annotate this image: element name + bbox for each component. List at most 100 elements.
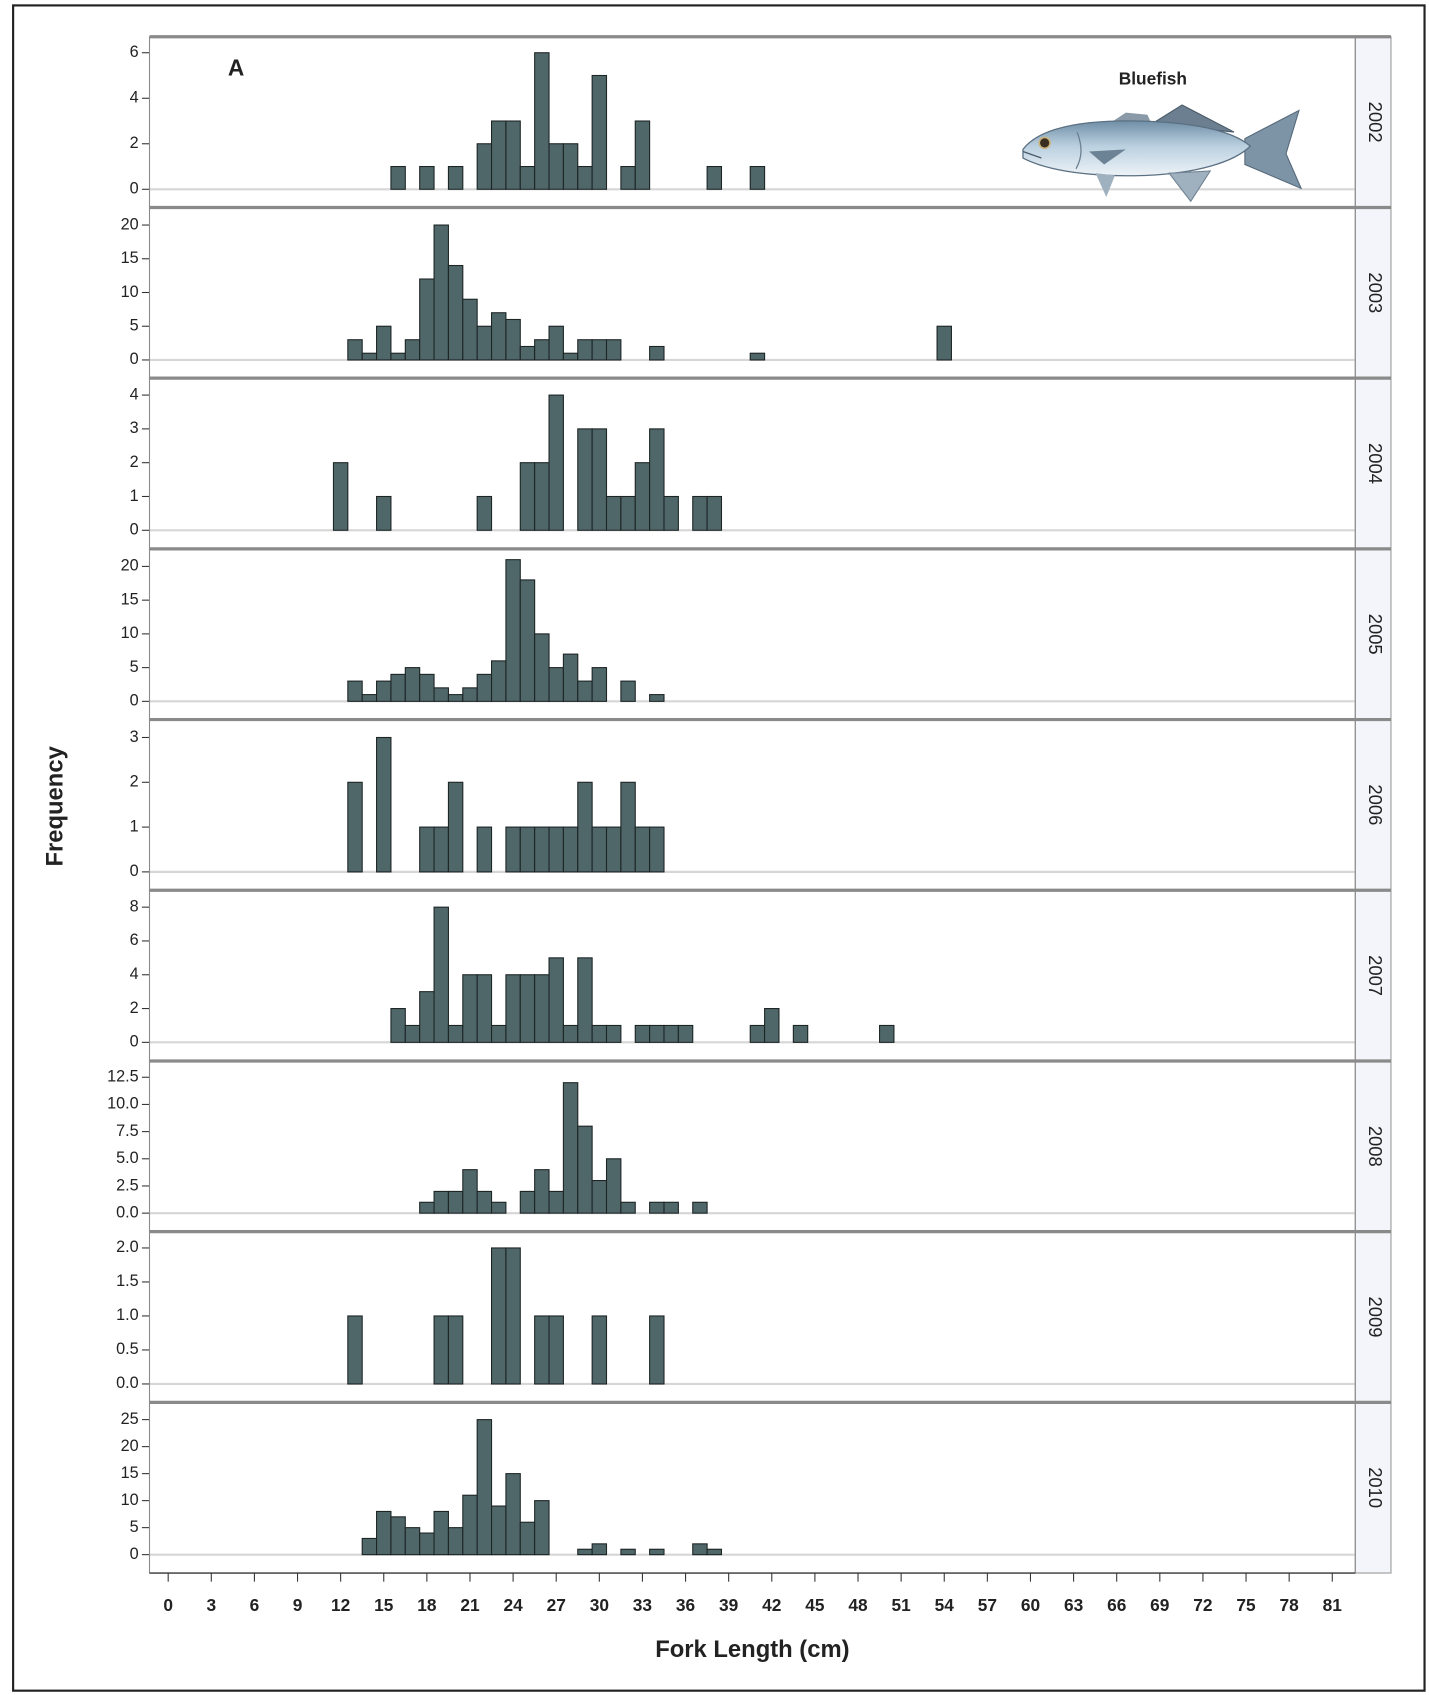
bar (361, 1537, 378, 1556)
bar (663, 495, 679, 531)
y-tick-label: 0 (130, 521, 139, 539)
bar (534, 52, 550, 190)
bar (534, 633, 550, 702)
y-tick-label: 0 (130, 1545, 139, 1563)
strip-background (1354, 1401, 1392, 1574)
bar (577, 165, 593, 190)
bar (462, 687, 478, 702)
bar (879, 1024, 895, 1043)
bar (419, 165, 435, 190)
bar (505, 120, 521, 190)
bar (447, 781, 464, 873)
bar (376, 736, 392, 873)
bar (447, 694, 464, 702)
strip-background (1354, 548, 1392, 721)
x-tick-label: 60 (1021, 1595, 1040, 1615)
y-tick-label: 20 (121, 557, 139, 575)
bar (519, 462, 536, 531)
bar (347, 781, 363, 873)
x-tick-label: 39 (719, 1595, 738, 1615)
y-tick-label: 0.5 (116, 1340, 139, 1358)
bar (749, 352, 766, 361)
bar (447, 165, 464, 190)
bar (390, 673, 406, 702)
bar (490, 1024, 507, 1043)
y-tick-label: 25 (121, 1410, 139, 1428)
bar (649, 694, 665, 702)
bar (605, 1024, 622, 1043)
bar (505, 1473, 521, 1556)
bar (433, 1190, 449, 1214)
bar (605, 339, 622, 361)
bar (519, 165, 536, 190)
bar (462, 974, 478, 1043)
y-tick-label: 0 (130, 692, 139, 710)
bar (376, 325, 392, 361)
bar (404, 667, 421, 702)
bar (347, 680, 363, 702)
bar (419, 826, 435, 873)
bar (476, 143, 493, 190)
y-tick-label: 0.0 (116, 1374, 139, 1392)
strip-background (1354, 719, 1392, 891)
bar (447, 1527, 464, 1556)
x-tick-label: 21 (460, 1595, 480, 1615)
y-tick-label: 0.0 (116, 1203, 139, 1221)
bar (562, 1082, 579, 1214)
y-tick-label: 4 (130, 89, 139, 107)
bar (620, 1548, 636, 1556)
x-tick-label: 81 (1323, 1595, 1343, 1615)
bar (649, 428, 665, 531)
bar (419, 1201, 435, 1214)
bar (390, 1516, 406, 1556)
x-tick-label: 78 (1280, 1595, 1300, 1615)
y-tick-label: 1.0 (116, 1306, 139, 1324)
y-tick-label: 1 (130, 817, 139, 835)
bar (490, 120, 507, 190)
bar (562, 143, 579, 190)
y-tick-label: 10 (121, 1491, 139, 1509)
x-tick-label: 66 (1107, 1595, 1126, 1615)
y-tick-label: 3 (130, 419, 139, 437)
y-tick-label: 1 (130, 487, 139, 505)
x-tick-label: 51 (892, 1595, 912, 1615)
y-tick-label: 10 (121, 283, 139, 301)
bar (534, 826, 550, 873)
x-tick-label: 45 (805, 1595, 825, 1615)
bar (591, 74, 608, 190)
strip-background (1354, 206, 1392, 379)
bar (534, 462, 550, 531)
bar (548, 826, 564, 873)
bar (649, 1548, 665, 1556)
y-tick-label: 4 (130, 965, 139, 983)
bar (519, 826, 536, 873)
y-tick-label: 8 (130, 897, 139, 915)
y-tick-label: 1.5 (116, 1272, 139, 1290)
bar (620, 495, 636, 531)
bar (706, 495, 723, 531)
bar (505, 974, 521, 1043)
bar (490, 1247, 507, 1385)
panel-strip-label: 2006 (1365, 784, 1386, 825)
x-tick-label: 6 (250, 1595, 260, 1615)
bar (404, 1024, 421, 1043)
bar (620, 680, 636, 702)
bar (447, 1190, 464, 1214)
y-tick-label: 10.0 (107, 1095, 139, 1113)
bar (519, 1190, 536, 1214)
bar (534, 1500, 550, 1556)
bar (677, 1024, 694, 1043)
bar (447, 1315, 464, 1385)
bar (376, 680, 392, 702)
bar (361, 352, 378, 361)
bar (605, 495, 622, 531)
bar (548, 1315, 564, 1385)
bar (577, 339, 593, 361)
bar (447, 1024, 464, 1043)
bar (490, 660, 507, 702)
y-tick-label: 15 (121, 590, 139, 608)
bar (476, 974, 493, 1043)
x-tick-label: 33 (633, 1595, 652, 1615)
bar (534, 339, 550, 361)
bar (792, 1024, 809, 1043)
